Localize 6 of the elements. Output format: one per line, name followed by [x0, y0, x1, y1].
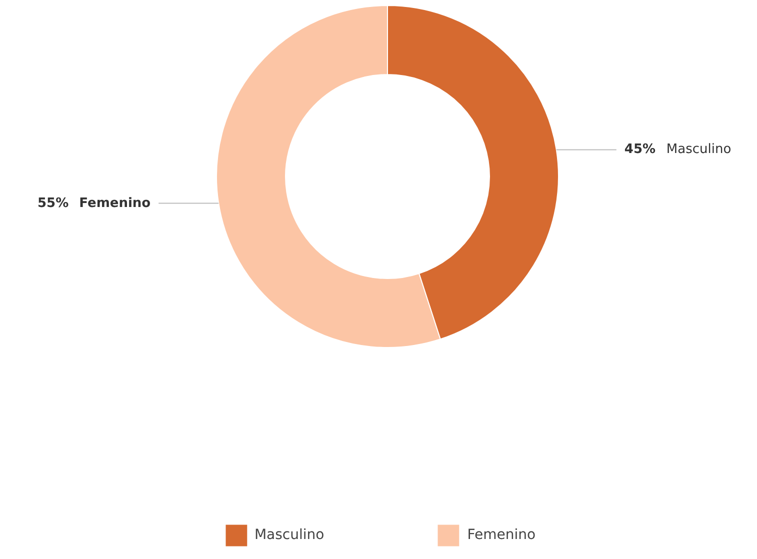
data-label: 55% — [37, 196, 69, 211]
slice-label: Masculino — [666, 142, 732, 158]
legend-label: Masculino — [254, 527, 324, 543]
legend-label: Femenino — [467, 527, 536, 543]
data-label: 45% — [624, 142, 656, 158]
slice-label: Femenino — [79, 196, 151, 211]
